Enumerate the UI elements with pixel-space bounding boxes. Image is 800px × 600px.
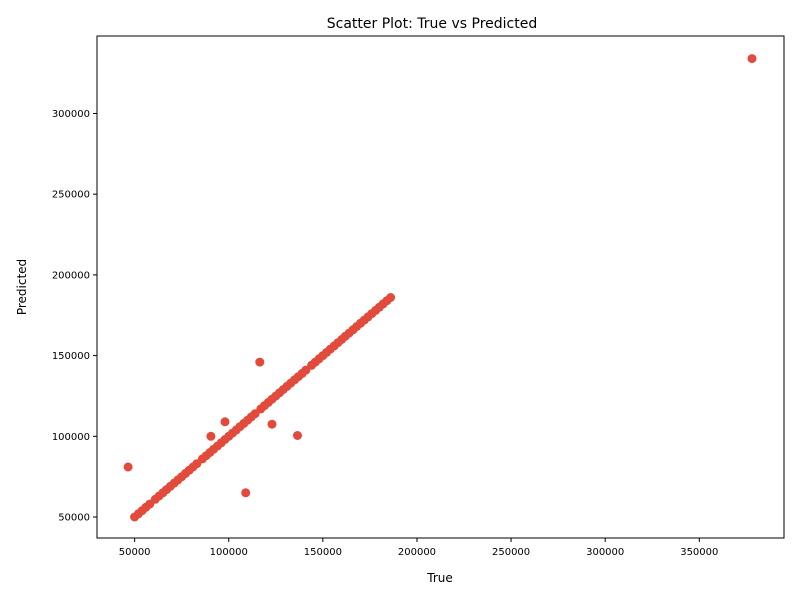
- scatter-point: [293, 431, 302, 440]
- plot-points: [123, 54, 757, 522]
- x-tick-label: 100000: [210, 547, 248, 558]
- x-axis-label: True: [426, 571, 453, 585]
- y-tick-label: 200000: [52, 270, 90, 281]
- x-tick-label: 50000: [119, 547, 151, 558]
- x-tick-label: 250000: [492, 547, 530, 558]
- scatter-point: [267, 419, 277, 429]
- scatter-point: [747, 54, 757, 64]
- scatter-point: [220, 417, 230, 427]
- x-tick-label: 300000: [586, 547, 624, 558]
- scatter-point: [386, 293, 396, 302]
- y-axis-ticks: 50000 100000 150000 200000 250000 300000: [52, 109, 97, 524]
- y-tick-label: 100000: [52, 432, 90, 443]
- scatter-point: [206, 431, 216, 441]
- y-tick-label: 300000: [52, 109, 90, 120]
- scatter-point: [123, 462, 133, 472]
- x-tick-label: 200000: [398, 547, 436, 558]
- y-axis-label: Predicted: [15, 259, 29, 315]
- plot-area-frame: [96, 35, 785, 539]
- y-tick-label: 150000: [52, 351, 90, 362]
- x-axis-ticks: 50000 100000 150000 200000 250000 300000 35000…: [119, 538, 718, 558]
- scatter-point: [241, 488, 251, 498]
- x-tick-label: 150000: [304, 547, 342, 558]
- x-tick-label: 350000: [680, 547, 718, 558]
- scatter-point: [255, 357, 265, 367]
- y-tick-label: 250000: [52, 190, 90, 201]
- chart-title: Scatter Plot: True vs Predicted: [327, 16, 537, 32]
- y-tick-label: 50000: [58, 513, 90, 524]
